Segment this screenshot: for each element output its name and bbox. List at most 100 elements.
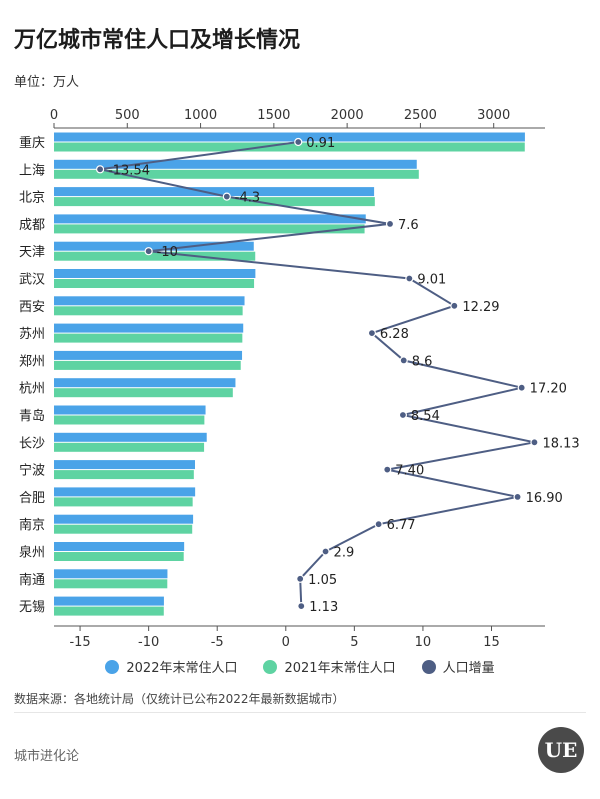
- bar-2022: [54, 405, 206, 415]
- bar-2021: [54, 306, 243, 316]
- city-label: 青岛: [19, 408, 45, 424]
- growth-value-label: 8.54: [411, 409, 440, 424]
- legend-item-2022[interactable]: 2022年末常住人口: [105, 657, 237, 676]
- bar-2022: [54, 159, 417, 169]
- growth-value-label: 7.40: [395, 464, 424, 479]
- unit-label: 单位：万人: [14, 75, 80, 90]
- growth-line: 0.91 -13.54 -4.3 7.6 -10 9.01 12.29 6.288.6 17.2…: [95, 136, 580, 615]
- bar-2021: [54, 360, 241, 370]
- bar-2021: [54, 415, 205, 425]
- bar-2022: [54, 378, 236, 388]
- growth-point: [374, 520, 383, 529]
- growth-value-label: 12.29: [462, 300, 499, 315]
- city-label: 郑州: [19, 354, 45, 369]
- city-label: 无锡: [19, 600, 45, 615]
- legend-item-2021[interactable]: 2021年末常住人口: [263, 657, 396, 676]
- growth-point: [95, 165, 105, 174]
- city-label: 南京: [19, 517, 45, 533]
- growth-point: [367, 329, 377, 338]
- growth-point: [144, 247, 153, 256]
- bar-2021: [54, 497, 193, 507]
- growth-value-label: 9.01: [417, 273, 446, 288]
- bottom-tick-label: 5: [350, 635, 358, 650]
- data-source: 数据来源：各地统计局（仅统计已公布2022年最新数据城市）: [14, 692, 345, 706]
- growth-value-label: -4.3: [235, 191, 260, 206]
- growth-point: [450, 301, 459, 310]
- bar-2022: [54, 460, 195, 470]
- city-label: 杭州: [19, 382, 45, 397]
- city-label: 泉州: [19, 545, 45, 561]
- bar-2021: [54, 197, 375, 207]
- city-label: 武汉: [19, 273, 45, 288]
- legend-dot-2021: [263, 659, 278, 674]
- growth-value-label: 7.6: [398, 218, 419, 233]
- bar-2022: [54, 514, 194, 524]
- bar-2022: [54, 596, 164, 606]
- brand-name: 城市进化论: [14, 749, 80, 764]
- divider: [14, 712, 586, 713]
- top-tick-label: 2500: [404, 108, 437, 123]
- bar-2021: [54, 524, 193, 534]
- bottom-tick-label: 15: [483, 635, 500, 650]
- bar-2021: [54, 606, 164, 616]
- growth-point: [405, 274, 414, 283]
- city-label: 西安: [19, 300, 45, 315]
- growth-point: [297, 601, 306, 611]
- bar-2021: [54, 470, 194, 480]
- growth-point: [294, 137, 303, 147]
- bottom-tick-label: 0: [282, 635, 290, 650]
- chart-title: 万亿城市常住人口及增长情况: [14, 28, 301, 53]
- growth-value-label: 6.77: [387, 518, 416, 533]
- chart-area: 0 500 1000 1500 2000 2500 3000 重庆上海北京成都天津武汉西安苏…: [19, 108, 580, 650]
- growth-point: [398, 410, 408, 420]
- growth-value-label: 2.9: [334, 546, 355, 561]
- city-label: 北京: [19, 191, 45, 206]
- growth-point: [399, 356, 408, 365]
- top-axis: 0 500 1000 1500 2000 2500 3000: [50, 108, 545, 129]
- legend-item-growth[interactable]: 人口增量: [421, 657, 495, 676]
- growth-value-label: 1.05: [308, 573, 337, 588]
- city-label: 苏州: [19, 326, 45, 342]
- growth-value-label: 18.13: [542, 436, 579, 451]
- top-tick-label: 1500: [257, 108, 290, 123]
- growth-point: [513, 492, 522, 501]
- bottom-tick-label: -15: [69, 635, 90, 650]
- bar-2021: [54, 169, 419, 179]
- top-tick-label: 1000: [184, 108, 217, 123]
- legend: 2022年末常住人口 2021年末常住人口 人口增量: [0, 657, 600, 676]
- city-label: 南通: [19, 572, 45, 588]
- legend-dot-2022: [105, 659, 120, 674]
- growth-value-label: 1.13: [309, 600, 338, 615]
- bar-2022: [54, 241, 254, 251]
- bar-2021: [54, 251, 256, 261]
- legend-label-growth: 人口增量: [442, 661, 495, 676]
- city-label: 上海: [19, 163, 45, 178]
- bar-2022: [54, 132, 525, 142]
- bottom-tick-label: -5: [211, 635, 224, 650]
- city-label: 重庆: [19, 135, 45, 151]
- growth-polyline: [99, 141, 535, 607]
- city-label: 成都: [19, 218, 45, 233]
- growth-value-label: -13.54: [108, 163, 150, 178]
- top-tick-label: 3000: [477, 108, 510, 123]
- growth-point: [296, 574, 305, 583]
- top-tick-label: 2000: [331, 108, 364, 123]
- city-label: 长沙: [19, 436, 45, 451]
- growth-value-label: 17.20: [530, 382, 567, 397]
- growth-value-label: -10: [157, 245, 178, 260]
- city-label: 天津: [19, 245, 45, 260]
- bar-2021: [54, 388, 233, 398]
- bottom-axis: -15 -10 -5 0 5 10 15: [54, 625, 545, 650]
- growth-value-label: 8.6: [412, 354, 433, 369]
- top-tick-label: 0: [50, 108, 58, 123]
- bar-2022: [54, 569, 168, 579]
- bar-2022: [54, 487, 196, 497]
- bar-2022: [54, 542, 185, 551]
- bar-2022: [54, 350, 243, 360]
- bar-2021: [54, 224, 365, 234]
- bar-2021: [54, 279, 255, 288]
- brand-logo: UE: [538, 727, 584, 773]
- bar-2021: [54, 142, 525, 152]
- growth-point: [222, 192, 231, 201]
